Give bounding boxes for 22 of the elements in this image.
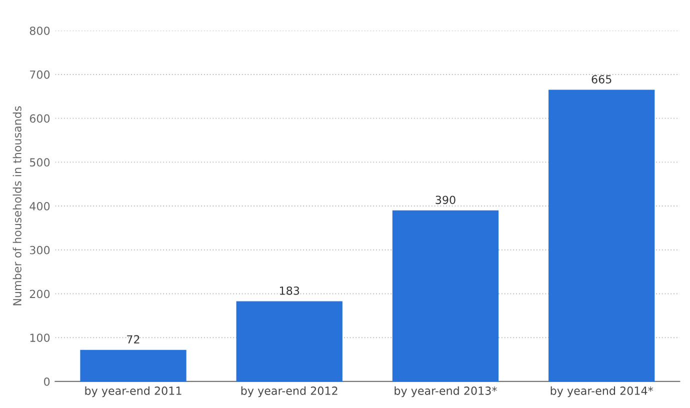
x-tick-label: by year-end 2014* xyxy=(550,386,654,398)
x-tick-label: by year-end 2011 xyxy=(85,386,182,398)
y-tick-label: 800 xyxy=(30,26,50,35)
y-tick-label: 0 xyxy=(44,377,50,386)
data-label: 665 xyxy=(592,75,612,84)
y-tick-label: 300 xyxy=(30,246,50,254)
y-tick-label: 200 xyxy=(30,290,50,298)
x-tick-label: by year-end 2012 xyxy=(241,386,338,398)
data-label: 183 xyxy=(280,286,300,295)
y-tick-label: 100 xyxy=(30,334,50,342)
data-label: 390 xyxy=(436,196,456,204)
y-tick-label: 500 xyxy=(30,158,50,167)
bar xyxy=(236,301,342,382)
data-label: 72 xyxy=(127,335,140,344)
y-tick-label: 400 xyxy=(30,202,50,210)
bar xyxy=(548,90,655,382)
bar xyxy=(80,350,186,382)
bar xyxy=(392,210,499,382)
y-tick-label: 600 xyxy=(30,114,50,123)
x-tick-label: by year-end 2013* xyxy=(394,386,497,398)
y-tick-label: 700 xyxy=(30,70,50,79)
y-axis-title: Number of households in thousands xyxy=(12,106,22,306)
